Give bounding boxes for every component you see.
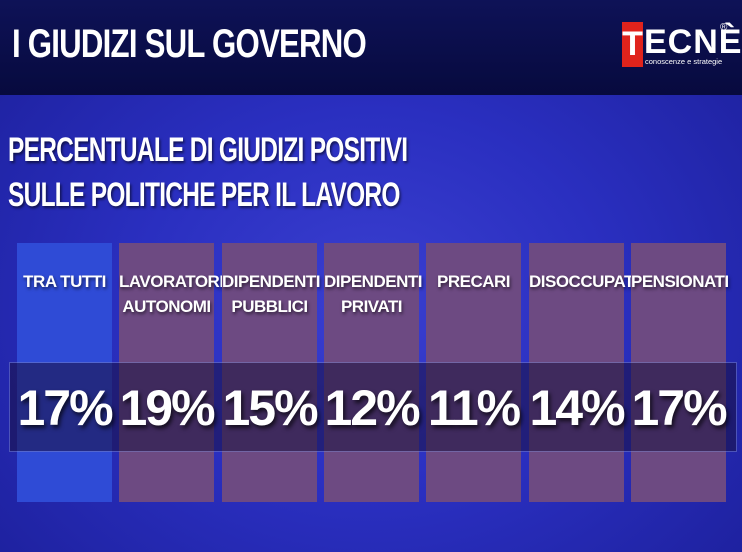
header-bar: I GIUDIZI SUL GOVERNO T ECNÈ ® conoscenz… (0, 0, 742, 95)
category-label: LAVORATORI AUTONOMI (119, 272, 224, 316)
chart-subtitle: PERCENTUALE DI GIUDIZI POSITIVI SULLE PO… (8, 128, 408, 218)
category-label: DIPENDENTI PRIVATI (324, 272, 422, 316)
value-label: 14% (529, 380, 625, 436)
category-label: TRA TUTTI (23, 272, 106, 291)
value-label: 15% (222, 380, 318, 436)
subtitle-line-2: SULLE POLITICHE PER IL LAVORO (8, 176, 400, 214)
values-band (10, 363, 736, 451)
category-label: DISOCCUPATI (529, 272, 639, 291)
category-label: DIPENDENTI PUBBLICI (222, 272, 320, 316)
tecne-logo: T ECNÈ ® conoscenze e strategie (622, 22, 741, 70)
logo-letter: T (622, 22, 643, 67)
registered-mark: ® (720, 22, 728, 33)
logo-wordmark: ECNÈ (644, 23, 742, 61)
category-label: PRECARI (436, 272, 511, 291)
value-label: 17% (17, 380, 113, 436)
subtitle-line-1: PERCENTUALE DI GIUDIZI POSITIVI (8, 131, 408, 169)
logo-tagline: conoscenze e strategie (645, 57, 723, 66)
value-label: 11% (427, 380, 521, 436)
category-label: PENSIONATI (631, 272, 729, 291)
value-label: 19% (119, 380, 215, 436)
value-label: 12% (324, 380, 420, 436)
value-label: 17% (631, 380, 727, 436)
page-title: I GIUDIZI SUL GOVERNO (12, 22, 367, 66)
